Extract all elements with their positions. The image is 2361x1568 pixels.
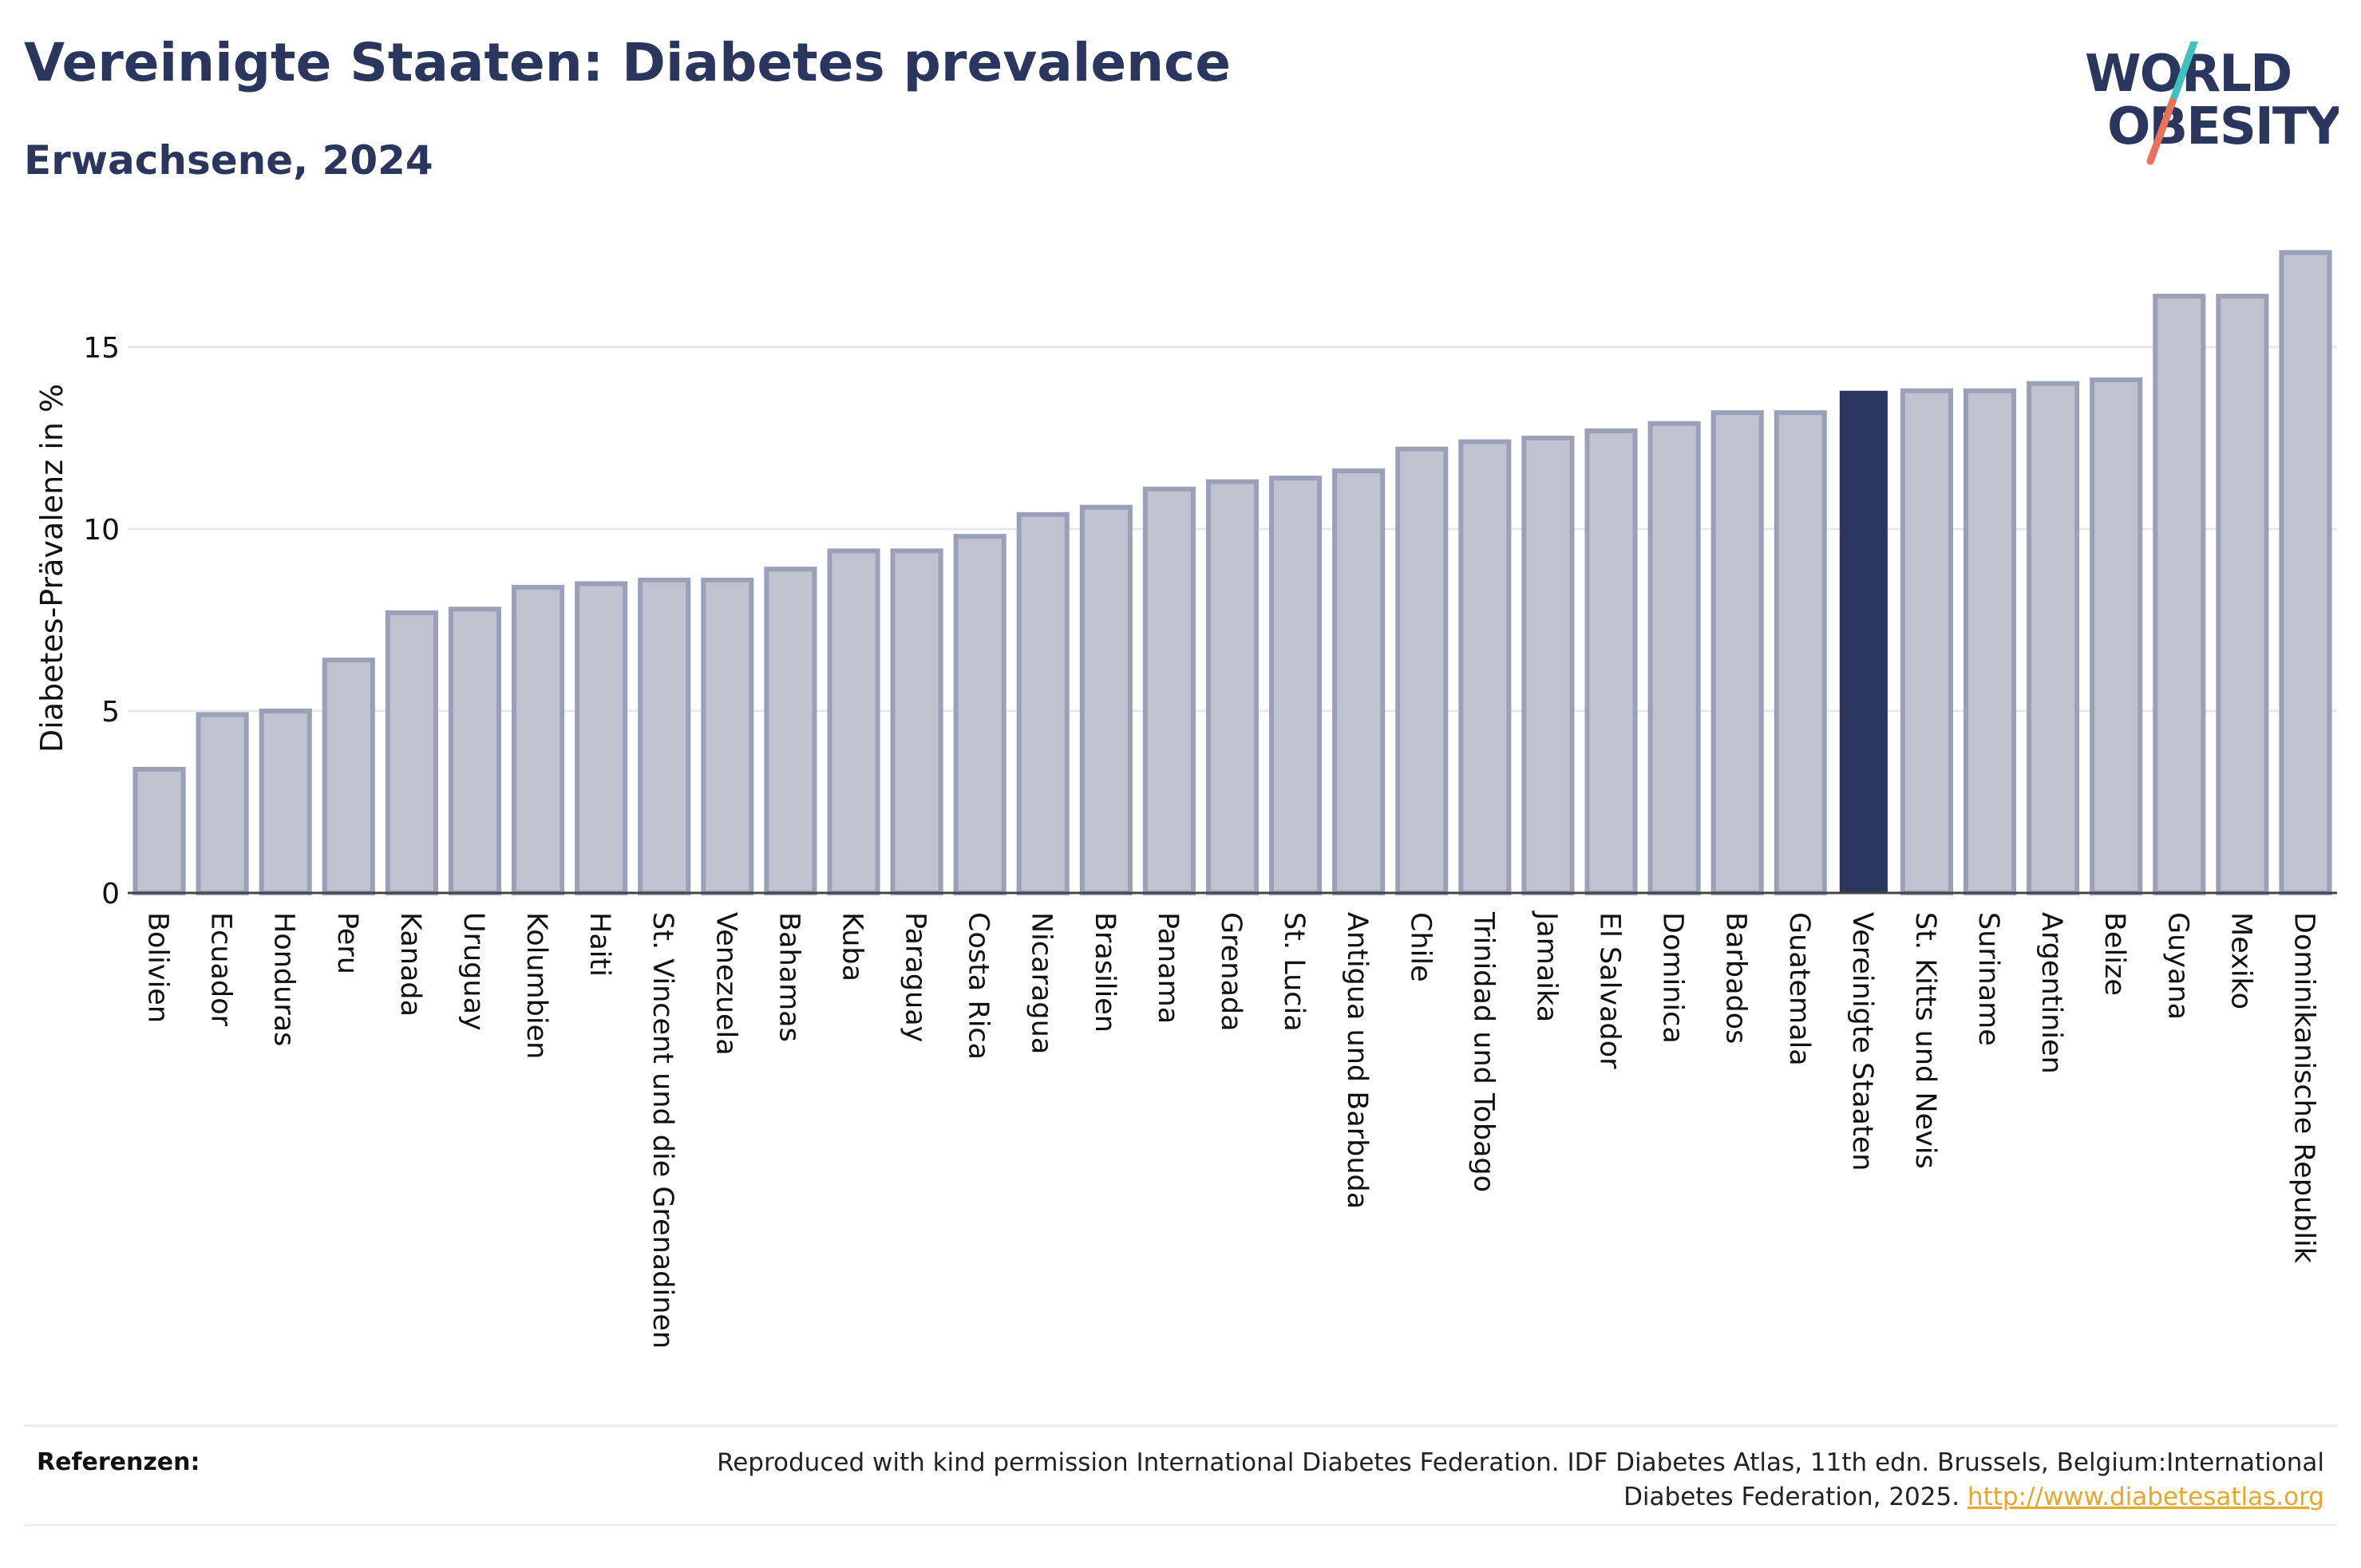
- bar[interactable]: [638, 577, 691, 896]
- bar[interactable]: [512, 584, 565, 896]
- bar[interactable]: [1647, 421, 1701, 895]
- x-tick-label: Suriname: [1972, 912, 2004, 1046]
- x-tick-label: Antigua und Barbuda: [1341, 912, 1373, 1209]
- bar[interactable]: [1269, 476, 1323, 895]
- x-tick-label: Argentinien: [2035, 912, 2067, 1074]
- references-text: Reproduced with kind permission Internat…: [717, 1448, 2324, 1511]
- bar[interactable]: [1079, 504, 1133, 895]
- x-tick-label: Nicaragua: [1026, 912, 1058, 1054]
- bar[interactable]: [2090, 377, 2143, 896]
- x-tick-label: Peru: [331, 912, 363, 974]
- x-tick-label: Venezuela: [710, 912, 742, 1056]
- x-tick-label: Kolumbien: [520, 912, 552, 1059]
- x-tick-label: Panama: [1152, 912, 1184, 1024]
- bar[interactable]: [764, 567, 817, 895]
- x-tick-label: Mexiko: [2225, 912, 2256, 1009]
- x-tick-label: Honduras: [268, 912, 300, 1046]
- bar[interactable]: [953, 534, 1006, 895]
- references-label: Referenzen:: [37, 1448, 200, 1476]
- x-tick-label: Dominica: [1657, 912, 1689, 1044]
- bar[interactable]: [1710, 410, 1764, 895]
- chart-subtitle: Erwachsene, 2024: [24, 137, 433, 184]
- bar-chart: 0 5 10 15 Bolivien Ecuador Honduras Peru Kanada U…: [34, 250, 2337, 1349]
- x-tick-label: Bolivien: [142, 912, 174, 1023]
- bar[interactable]: [1142, 486, 1196, 896]
- x-tick-label: Barbados: [1720, 912, 1752, 1044]
- bar[interactable]: [385, 610, 438, 895]
- bar[interactable]: [827, 548, 880, 895]
- chart-title: Vereinigte Staaten: Diabetes prevalence: [24, 32, 1232, 93]
- x-tick-label: St. Kitts und Nevis: [1909, 912, 1941, 1169]
- x-tick-label: St. Vincent und die Grenadinen: [647, 912, 678, 1349]
- x-tick-label: Brasilien: [1089, 912, 1121, 1033]
- bar[interactable]: [1521, 436, 1575, 895]
- y-tick-label: 10: [83, 514, 120, 547]
- bar[interactable]: [1458, 439, 1512, 895]
- x-tick-label: Guatemala: [1783, 912, 1815, 1066]
- bar[interactable]: [2027, 381, 2080, 896]
- x-tick-label: Kuba: [836, 912, 868, 981]
- bar-highlighted[interactable]: [1839, 390, 1888, 894]
- x-tick-label: Grenada: [1215, 912, 1247, 1032]
- x-tick-label: Guyana: [2161, 912, 2193, 1020]
- bar[interactable]: [448, 606, 502, 895]
- y-tick-label: 5: [101, 696, 120, 729]
- y-tick-label: 0: [101, 878, 120, 910]
- world-obesity-logo: WORLD OBESITY: [2085, 41, 2339, 165]
- logo-slash-coral: [2146, 97, 2177, 165]
- x-tick-label: St. Lucia: [1278, 912, 1310, 1032]
- bar[interactable]: [1205, 479, 1260, 895]
- x-tick-label: Chile: [1404, 912, 1436, 982]
- x-tick-label: Ecuador: [205, 912, 237, 1027]
- y-axis-label: Diabetes-Prävalenz in %: [34, 384, 69, 752]
- x-tick-label: Costa Rica: [963, 912, 995, 1060]
- bar[interactable]: [890, 548, 943, 895]
- bar[interactable]: [132, 766, 186, 896]
- references-bottom-divider: [24, 1524, 2337, 1527]
- references-text-block: Reproduced with kind permission Internat…: [648, 1446, 2324, 1515]
- bar[interactable]: [1016, 511, 1070, 895]
- x-tick-label: Paraguay: [900, 912, 931, 1042]
- x-tick-label: Bahamas: [773, 912, 805, 1042]
- x-tick-label: Uruguay: [457, 912, 489, 1031]
- bar[interactable]: [575, 581, 628, 896]
- x-tick-label: Haiti: [583, 912, 615, 977]
- bar[interactable]: [322, 658, 375, 895]
- x-tick-label: Kanada: [394, 912, 426, 1017]
- x-tick-label: Dominikanische Republik: [2288, 912, 2319, 1264]
- y-tick-label: 15: [83, 332, 120, 365]
- x-tick-label: Jamaika: [1530, 910, 1562, 1022]
- bar[interactable]: [2153, 294, 2206, 896]
- logo-line2: OBESITY: [2107, 97, 2339, 156]
- bar[interactable]: [1774, 410, 1827, 895]
- x-tick-label: Belize: [2098, 912, 2130, 996]
- bar[interactable]: [1395, 446, 1449, 895]
- bar[interactable]: [2216, 294, 2269, 896]
- bar[interactable]: [1584, 428, 1638, 895]
- x-tick-label: Trinidad und Tobago: [1467, 911, 1499, 1192]
- bar[interactable]: [1963, 388, 2017, 896]
- x-tick-label: El Salvador: [1594, 912, 1626, 1069]
- bar[interactable]: [1900, 388, 1953, 896]
- bar[interactable]: [1332, 468, 1386, 895]
- x-tick-label: Vereinigte Staaten: [1846, 912, 1878, 1171]
- references-link[interactable]: http://www.diabetesatlas.org: [1967, 1483, 2324, 1511]
- bars: [132, 250, 2332, 896]
- bar[interactable]: [196, 712, 249, 895]
- logo-slash-teal: [2169, 41, 2199, 105]
- bar[interactable]: [701, 577, 754, 896]
- references-top-divider: [24, 1424, 2337, 1427]
- bar[interactable]: [2279, 250, 2332, 895]
- axes: 0 5 10 15 Bolivien Ecuador Honduras Peru Kanada U…: [83, 332, 2337, 1349]
- bar[interactable]: [259, 709, 312, 895]
